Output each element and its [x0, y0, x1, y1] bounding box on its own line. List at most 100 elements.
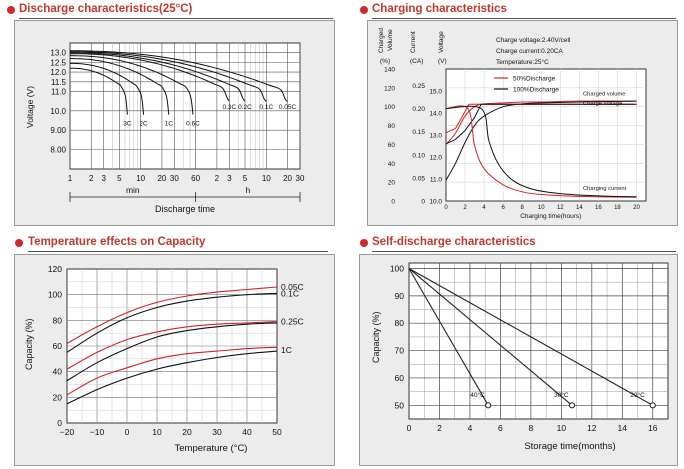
current-tick: 0.10	[412, 152, 425, 159]
volume-tick: 140	[384, 67, 395, 74]
curve-label: Charge voltage	[583, 101, 622, 107]
x-tick-label: 4	[482, 205, 486, 211]
header-voltage: Voltage	[438, 31, 445, 53]
volume-tick: 60	[388, 142, 396, 149]
charging-curve	[445, 100, 637, 181]
selfdischarge-title: Self-discharge characteristics	[372, 236, 536, 248]
x-tick-label: 5	[117, 174, 122, 183]
discharge-curve-0.3C	[70, 53, 230, 102]
legend-label: 100%Discharge	[513, 87, 559, 94]
current-tick: 0.15	[412, 129, 425, 136]
x-unit-min: min	[126, 185, 140, 195]
header-current-unit: (CA)	[410, 58, 423, 65]
volume-tick: 0	[391, 199, 395, 206]
temperature-curve-0.25C	[66, 321, 278, 370]
y-tick-label: 60	[395, 373, 405, 383]
charging-curve	[445, 105, 637, 198]
y-tick-label: 12.0	[50, 68, 66, 77]
x-tick-label: 10	[262, 174, 271, 183]
y-tick-label: 13.0	[50, 49, 66, 58]
selfdischarge-chart: 100 90 80 70 60 50 0 2 4 6 8 10 12 14 16 Capacity (%) St…	[371, 262, 669, 452]
x-tick-label: 50	[272, 427, 282, 437]
volume-tick: 40	[388, 161, 396, 168]
y-tick-label: 90	[395, 291, 405, 301]
x-tick-label: 14	[576, 205, 583, 211]
x-tick-label: 8	[521, 205, 525, 211]
x-tick-label: 3	[101, 174, 106, 183]
x-tick-label: 6	[498, 423, 503, 433]
endpoint-marker	[649, 402, 656, 409]
y-tick-label: 40	[53, 367, 63, 377]
header-volume-unit: (%)	[380, 58, 390, 65]
title-underline	[28, 251, 328, 252]
x-tick-label: 10	[557, 423, 567, 433]
discharge-curve-0.05C	[70, 50, 288, 102]
endpoint-marker	[568, 402, 576, 409]
discharge-curve-0.2C	[69, 52, 246, 102]
curve-label: 2C	[139, 121, 148, 128]
x-tick-label: 16	[648, 423, 658, 433]
voltage-tick: 13.0	[429, 133, 442, 140]
curve-label: 0.05C	[281, 282, 304, 292]
y-tick-label: 100	[48, 290, 62, 300]
volume-tick: 100	[384, 104, 395, 111]
curve-label: 0.3C	[222, 104, 236, 111]
x-tick-label: 4	[468, 423, 473, 433]
y-tick-label: 12.5	[50, 58, 66, 67]
charging-curve	[445, 100, 637, 145]
endpoint-marker	[485, 402, 492, 409]
voltage-tick: 11.0	[430, 177, 443, 184]
curve-label: Charging current	[583, 186, 627, 192]
selfdischarge-line-30°C	[408, 268, 573, 406]
y-tick-label: 11.0	[51, 87, 67, 96]
x-axis-label: Storage time(months)	[524, 441, 615, 452]
charge-note: Temperature:25°C	[496, 58, 549, 66]
current-tick: 0.20	[412, 106, 425, 113]
x-tick-label: 2	[463, 205, 467, 211]
x-tick-label: 2	[215, 174, 220, 183]
discharge-curve-1C	[69, 58, 170, 115]
selfdischarge-line-40°C	[408, 268, 489, 406]
volume-tick: 120	[384, 85, 395, 92]
current-tick: 0	[421, 199, 425, 206]
temperature-curve-1C	[66, 346, 278, 396]
title-underline	[372, 18, 676, 19]
header-volume: Charged	[378, 28, 385, 53]
x-tick-label: 0	[125, 427, 130, 437]
x-tick-label: 30	[170, 174, 179, 183]
x-tick-label: 40	[242, 427, 252, 437]
title-underline	[372, 251, 676, 252]
x-tick-label: 5	[243, 174, 248, 183]
selfdischarge-panel: 100 90 80 70 60 50 0 2 4 6 8 10 12 14 16 Capacity (%) St…	[359, 254, 678, 466]
x-tick-label: −10	[90, 427, 105, 437]
y-tick-label: 8.00	[50, 146, 66, 155]
x-tick-label: 12	[587, 423, 597, 433]
x-axis-label: Charging time(hours)	[520, 213, 581, 220]
y-axis-label: Capacity (%)	[371, 311, 381, 363]
series-label: 30°C	[554, 391, 569, 399]
discharge-curve-3C	[70, 67, 128, 115]
curve-label: 1C	[281, 345, 292, 355]
charging-curve	[445, 105, 637, 198]
x-tick-label: −20	[60, 427, 75, 437]
curve-label: 0.1C	[281, 288, 299, 298]
y-tick-label: 9.00	[50, 126, 66, 135]
volume-tick: 20	[388, 180, 396, 187]
x-tick-label: 8	[529, 423, 534, 433]
voltage-tick: 10.0	[429, 199, 442, 206]
title-bullet	[15, 239, 23, 247]
x-tick-label: 20	[182, 427, 192, 437]
y-tick-label: 11.5	[51, 78, 67, 87]
curve-label: 0.25C	[281, 317, 304, 327]
charging-chart: Charged Volume(%)Current(CA)Voltage(V)140…	[378, 28, 647, 220]
y-tick-label: 100	[390, 263, 404, 273]
y-tick-label: 0	[57, 418, 62, 428]
discharge-panel: 13.0 12.5 12.0 11.0 10.0 9.00 8.00 11.5 Voltage …	[14, 20, 335, 226]
y-axis-label: Capacity (%)	[24, 318, 34, 370]
discharge-curve-0.6C	[69, 55, 194, 115]
series-label: 40°C	[470, 391, 485, 399]
charging-curve	[445, 103, 637, 145]
temperature-curve-0.1C	[66, 292, 278, 353]
x-tick-label: 20	[633, 205, 640, 211]
